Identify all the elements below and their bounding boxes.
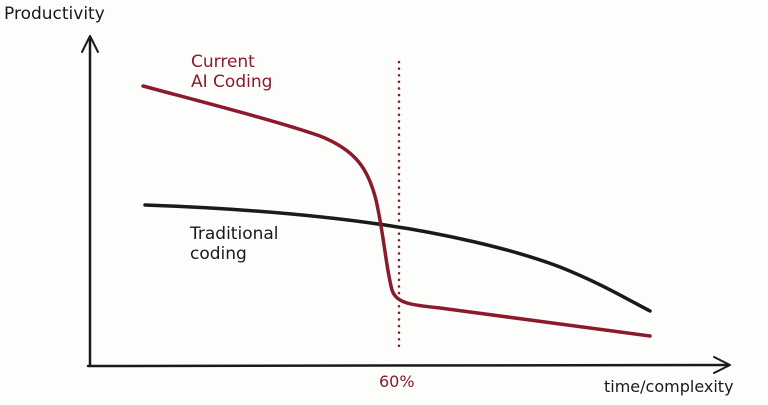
- traditional-coding-line: [143, 203, 652, 313]
- ai-coding-label-line2: AI Coding: [191, 72, 273, 92]
- traditional-label-line2: coding: [190, 244, 247, 264]
- ai-coding-series-label: Current AI Coding: [191, 52, 272, 92]
- y-axis-label: Productivity: [4, 4, 105, 24]
- traditional-coding-series-label: Traditional coding: [190, 224, 279, 264]
- y-axis-arrow-icon: [81, 35, 99, 53]
- x-axis: [86, 356, 731, 374]
- threshold-label: 60%: [379, 372, 415, 391]
- x-axis-label: time/complexity: [604, 377, 734, 396]
- ai-coding-label-line1: Current: [191, 52, 255, 72]
- ai-coding-line: [141, 84, 652, 338]
- traditional-label-line1: Traditional: [190, 224, 279, 244]
- y-axis: [81, 35, 99, 368]
- x-axis-arrow-icon: [713, 356, 731, 374]
